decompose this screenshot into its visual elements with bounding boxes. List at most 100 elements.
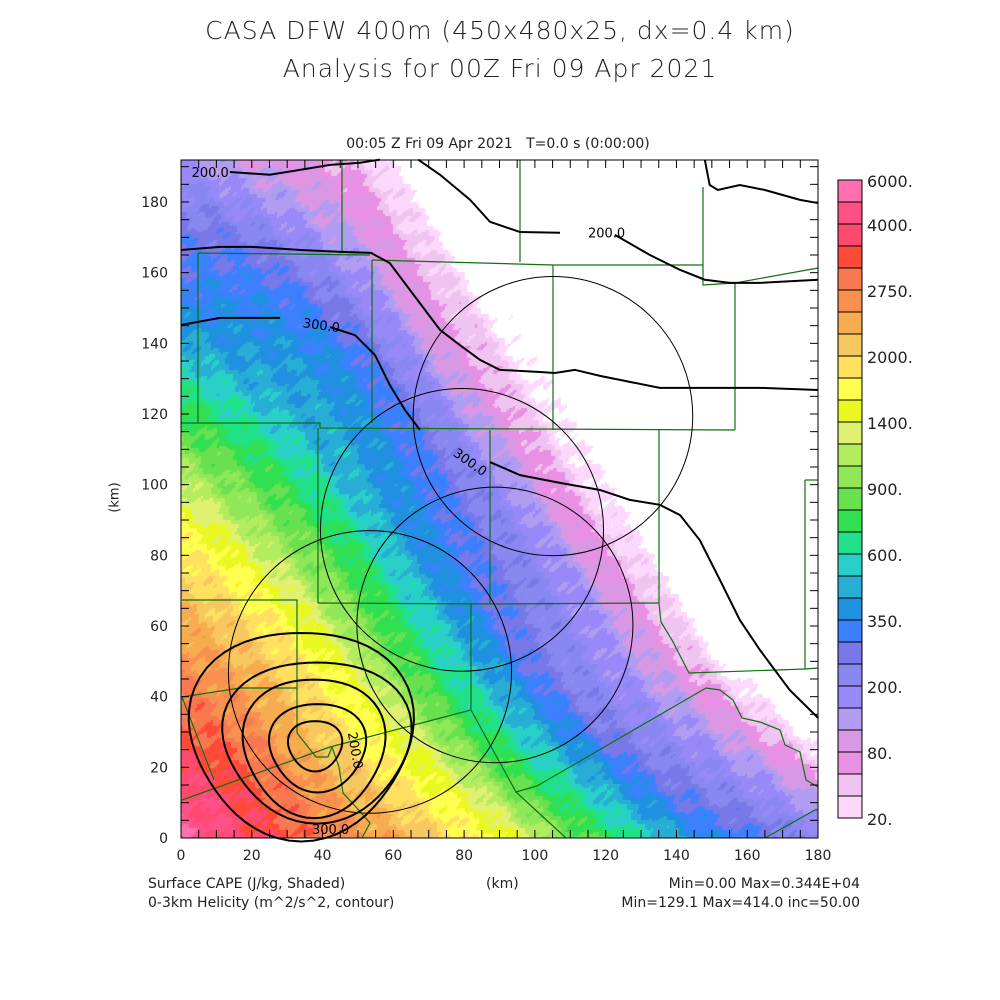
colorbar-swatch: [837, 443, 863, 467]
helicity-contour-ring: [267, 703, 368, 794]
helicity-contour: [489, 461, 819, 719]
colorbar-swatch: [837, 575, 863, 599]
county-boundary: [181, 422, 736, 431]
x-tick-label: 60: [384, 848, 402, 864]
colorbar-label: 200.: [867, 678, 903, 697]
colorbar-swatch: [837, 663, 863, 687]
contour-label: 200.0: [344, 731, 365, 770]
y-tick-label: 120: [141, 407, 168, 423]
y-tick-label: 40: [150, 690, 168, 706]
x-tick-label: 80: [455, 848, 473, 864]
x-axis-label: (km): [486, 876, 519, 892]
colorbar-swatch: [837, 795, 863, 819]
colorbar-swatch: [837, 487, 863, 511]
y-tick-label: 0: [159, 831, 168, 847]
y-tick-label: 140: [141, 336, 168, 352]
y-axis-label: (km): [107, 482, 123, 513]
y-tick-label: 60: [150, 619, 168, 635]
colorbar-swatch: [837, 641, 863, 665]
colorbar-swatch: [837, 311, 863, 335]
colorbar-label: 600.: [867, 546, 903, 565]
colorbar-swatch: [837, 355, 863, 379]
radar-range-ring: [319, 388, 605, 672]
x-tick-label: 120: [592, 848, 619, 864]
helicity-contour: [417, 158, 561, 234]
county-boundary: [181, 709, 472, 801]
county-boundary: [317, 602, 660, 605]
x-tick-label: 140: [663, 848, 690, 864]
radar-range-ring: [356, 486, 634, 764]
colorbar-swatch: [837, 289, 863, 313]
title-line-2: Analysis for 00Z Fri 09 Apr 2021: [282, 54, 718, 83]
plot-subtitle: 00:05 Z Fri 09 Apr 2021 T=0.0 s (0:00:00…: [346, 136, 650, 152]
colorbar-swatch: [837, 509, 863, 533]
colorbar-swatch: [837, 377, 863, 401]
colorbar-label: 6000.: [867, 172, 913, 191]
helicity-contour-ring: [241, 678, 387, 820]
y-tick-label: 180: [141, 195, 168, 211]
county-boundary: [296, 732, 333, 758]
colorbar-label: 2750.: [867, 282, 913, 301]
colorbar-swatch: [837, 465, 863, 489]
helicity-contour: [703, 159, 819, 205]
colorbar-swatch: [837, 399, 863, 423]
colorbar-swatch: [837, 707, 863, 731]
county-boundary: [181, 687, 297, 698]
colorbar-swatch: [837, 421, 863, 445]
helicity-contour: [180, 245, 819, 391]
radar-range-ring: [227, 530, 513, 814]
x-tick-label: 40: [314, 848, 332, 864]
title-line-1: CASA DFW 400m (450x480x25, dx=0.4 km): [205, 16, 795, 45]
helicity-contour: [329, 326, 421, 431]
colorbar-label: 900.: [867, 480, 903, 499]
colorbar-label: 350.: [867, 612, 903, 631]
x-tick-label: 0: [177, 848, 186, 864]
colorbar-swatch: [837, 751, 863, 775]
colorbar-swatch: [837, 201, 863, 225]
helicity-contour-ring: [187, 631, 415, 843]
colorbar-swatch: [837, 179, 863, 203]
contour-label: 200.0: [588, 227, 625, 242]
colorbar-swatch: [837, 685, 863, 709]
colorbar-swatch: [837, 773, 863, 797]
helicity-contour: [229, 158, 381, 176]
colorbar-label: 4000.: [867, 216, 913, 235]
x-tick-label: 20: [243, 848, 261, 864]
colorbar-label: 2000.: [867, 348, 913, 367]
helicity-contour-ring: [286, 720, 344, 773]
contour-label: 300.0: [312, 823, 349, 838]
cape-shaded-field: [181, 160, 818, 838]
x-tick-label: 160: [734, 848, 761, 864]
county-boundary: [702, 187, 819, 286]
y-tick-label: 160: [141, 266, 168, 282]
colorbar-swatch: [837, 597, 863, 621]
shaded-stats: Min=0.00 Max=0.344E+04: [668, 876, 860, 892]
colorbar-swatch: [837, 223, 863, 247]
contour-stats: Min=129.1 Max=414.0 inc=50.00: [621, 895, 860, 911]
y-tick-label: 80: [150, 548, 168, 564]
colorbar-swatch: [837, 619, 863, 643]
plot-frame: [180, 159, 819, 839]
x-tick-label: 100: [522, 848, 549, 864]
colorbar-swatch: [837, 333, 863, 357]
y-tick-label: 100: [141, 478, 168, 494]
colorbar-label: 80.: [867, 744, 892, 763]
helicity-contour: [180, 316, 281, 326]
colorbar-swatch: [837, 267, 863, 291]
colorbar-swatch: [837, 531, 863, 555]
y-tick-label: 20: [150, 760, 168, 776]
county-boundary: [331, 746, 371, 839]
colorbar-label: 20.: [867, 810, 892, 829]
radar-range-ring: [412, 276, 694, 557]
county-boundary: [705, 687, 819, 788]
county-boundary: [182, 599, 298, 733]
colorbar-swatch: [837, 245, 863, 269]
county-boundary: [197, 252, 371, 256]
x-tick-label: 180: [805, 848, 832, 864]
shaded-field-label: Surface CAPE (J/kg, Shaded): [148, 876, 346, 892]
contour-field-label: 0-3km Helicity (m^2/s^2, contour): [148, 895, 395, 911]
helicity-contour: [614, 233, 819, 284]
county-boundary: [515, 791, 567, 839]
